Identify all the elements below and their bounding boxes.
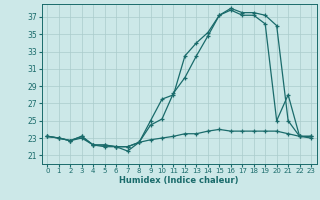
X-axis label: Humidex (Indice chaleur): Humidex (Indice chaleur): [119, 176, 239, 185]
